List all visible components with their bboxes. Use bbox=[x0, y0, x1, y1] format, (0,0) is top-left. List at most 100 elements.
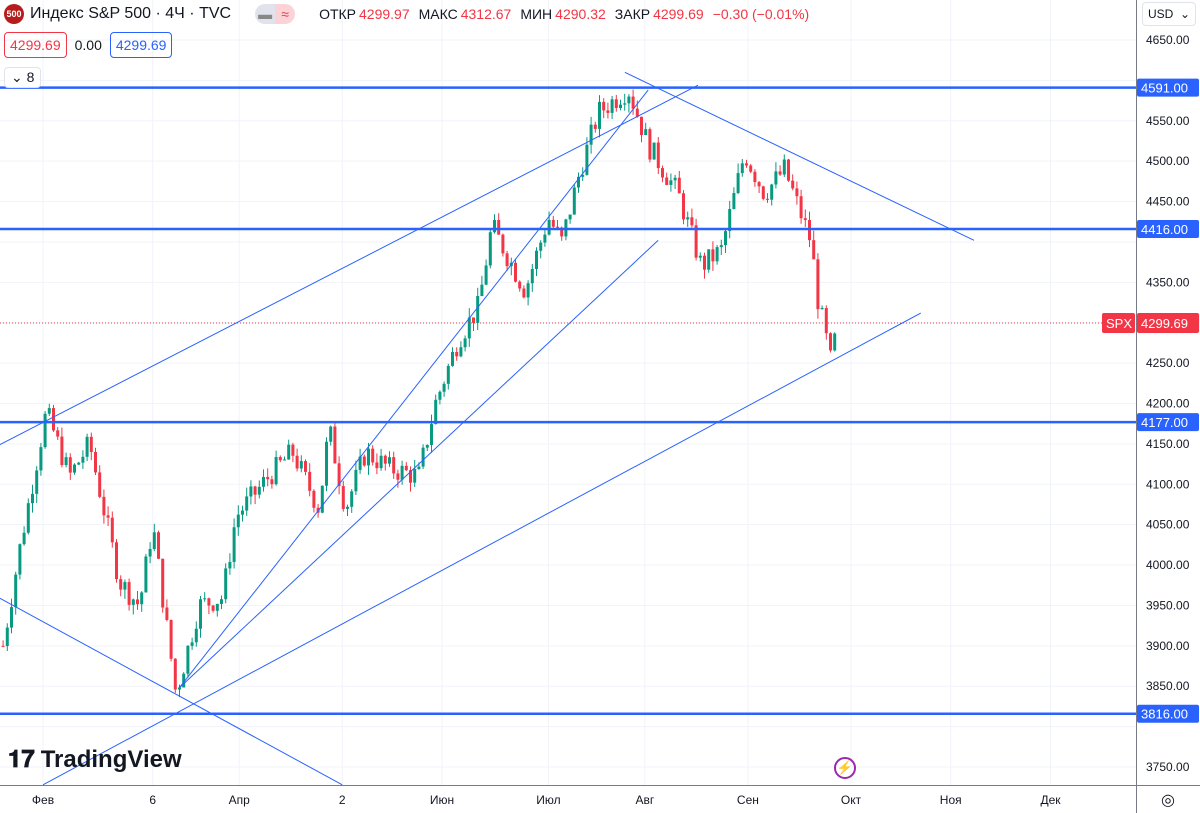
candle-body bbox=[623, 103, 627, 105]
candle-body bbox=[505, 253, 509, 267]
y-tick-label: 4000.00 bbox=[1146, 558, 1190, 572]
level-label: 4416.00 bbox=[1141, 222, 1188, 237]
candle-body bbox=[182, 673, 186, 688]
indicators-toggle[interactable]: ⌄ 8 bbox=[4, 67, 42, 88]
sell-price[interactable]: 4299.69 bbox=[4, 32, 67, 58]
candle-body bbox=[152, 532, 156, 549]
candle-body bbox=[820, 308, 824, 310]
candle-body bbox=[614, 99, 618, 109]
candle-body bbox=[56, 430, 60, 437]
candle-body bbox=[409, 470, 412, 483]
lightning-icon[interactable]: ⚡ bbox=[834, 757, 856, 779]
trendline bbox=[0, 597, 343, 786]
candle-body bbox=[236, 514, 240, 528]
candle-body bbox=[199, 599, 202, 629]
candle-body bbox=[526, 283, 530, 298]
y-tick-label: 3850.00 bbox=[1146, 679, 1190, 693]
candle-body bbox=[799, 196, 803, 219]
candle-body bbox=[1, 645, 5, 647]
candle-body bbox=[304, 461, 307, 472]
candle-body bbox=[215, 603, 219, 611]
chart-mode-toggle[interactable]: ▬ ≈ bbox=[255, 4, 296, 24]
x-tick-label: Окт bbox=[841, 793, 862, 807]
candle-body bbox=[514, 262, 517, 282]
symbol-title[interactable]: Индекс S&P 500 · 4Ч · TVC bbox=[30, 5, 232, 22]
candle-body bbox=[530, 268, 534, 284]
candle-body bbox=[484, 265, 488, 285]
candle-body bbox=[556, 226, 559, 228]
candle-body bbox=[715, 247, 719, 262]
candle-body bbox=[661, 168, 664, 178]
candle-body bbox=[677, 177, 681, 194]
candle-body bbox=[648, 129, 652, 160]
candle-body bbox=[173, 658, 177, 690]
spread: 0.00 bbox=[74, 37, 102, 53]
price-boxes: 4299.69 0.00 4299.69 bbox=[4, 32, 173, 58]
candle-body bbox=[299, 461, 303, 469]
candle-body bbox=[467, 317, 471, 339]
candle-body bbox=[707, 249, 711, 270]
candle-body bbox=[346, 506, 349, 509]
candle-body bbox=[640, 116, 643, 136]
candle-body bbox=[476, 296, 480, 323]
candle-body bbox=[728, 208, 732, 232]
minus-icon[interactable]: ▬ bbox=[255, 4, 276, 24]
candle-body bbox=[270, 479, 274, 485]
candle-body bbox=[745, 163, 748, 166]
candle-body bbox=[249, 486, 253, 497]
candle-body bbox=[241, 510, 244, 515]
ohlc-legend: ОТКР 4299.97 МАКС 4312.67 МИН 4290.32 ЗАКР 4… bbox=[319, 6, 815, 22]
candle-body bbox=[547, 219, 551, 235]
candle-body bbox=[308, 471, 312, 491]
candle-body bbox=[98, 472, 102, 497]
trendline bbox=[624, 71, 975, 241]
candle-body bbox=[169, 619, 173, 659]
candle-body bbox=[329, 426, 333, 442]
candle-body bbox=[39, 447, 43, 471]
candle-body bbox=[367, 448, 370, 466]
candle-body bbox=[736, 173, 740, 194]
candle-body bbox=[488, 232, 492, 266]
x-tick-label: Авг bbox=[635, 793, 654, 807]
x-tick-label: Фев bbox=[32, 793, 54, 807]
candle-body bbox=[761, 186, 765, 199]
candle-body bbox=[43, 413, 47, 448]
candle-body bbox=[766, 198, 769, 200]
candle-body bbox=[358, 456, 362, 470]
settings-eye-icon[interactable]: ◎ bbox=[1161, 792, 1175, 809]
tradingview-logo[interactable]: 𝟏𝟕 TradingView bbox=[8, 746, 182, 774]
candle-body bbox=[635, 108, 639, 117]
low-label: МИН bbox=[520, 6, 553, 22]
level-label-bg bbox=[1137, 78, 1199, 97]
candle-body bbox=[287, 444, 291, 460]
candle-body bbox=[711, 249, 715, 262]
candle-body bbox=[232, 527, 236, 562]
buy-price[interactable]: 4299.69 bbox=[109, 32, 173, 58]
candle-body bbox=[589, 124, 593, 145]
candle-body bbox=[77, 462, 81, 465]
open-value: 4299.97 bbox=[359, 6, 410, 22]
candle-body bbox=[459, 347, 463, 357]
candle-body bbox=[47, 408, 51, 414]
candle-body bbox=[115, 542, 118, 580]
candle-body bbox=[446, 365, 450, 384]
y-tick-label: 4050.00 bbox=[1146, 518, 1190, 532]
currency-select[interactable]: USD ⌄ bbox=[1142, 2, 1196, 26]
level-label: 4177.00 bbox=[1141, 415, 1188, 430]
y-tick-label: 4350.00 bbox=[1146, 275, 1190, 289]
candle-body bbox=[94, 452, 97, 473]
approx-icon[interactable]: ≈ bbox=[275, 4, 296, 24]
trendline bbox=[178, 89, 649, 689]
candle-body bbox=[652, 142, 656, 160]
candle-body bbox=[455, 351, 459, 357]
candle-body bbox=[782, 159, 786, 175]
candle-body bbox=[396, 473, 400, 480]
candle-body bbox=[610, 99, 614, 113]
candle-body bbox=[375, 462, 379, 469]
candle-body bbox=[497, 220, 501, 235]
candle-body bbox=[274, 457, 278, 485]
level-label: 4591.00 bbox=[1141, 81, 1188, 96]
candle-body bbox=[686, 217, 690, 220]
candle-body bbox=[140, 592, 144, 605]
